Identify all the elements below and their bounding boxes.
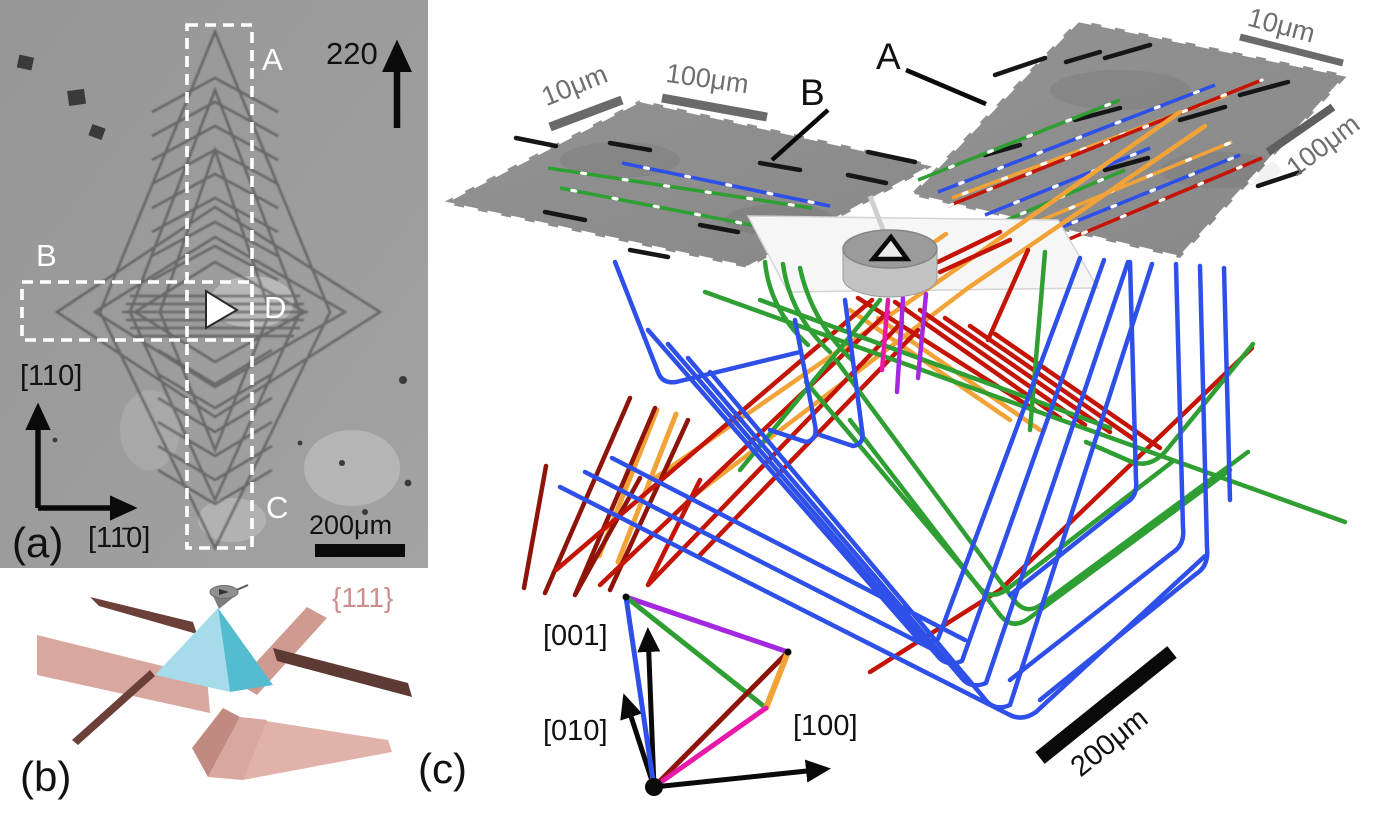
- scalebar-a: [315, 544, 405, 557]
- axes-origin-dot: [645, 778, 663, 796]
- debris-specks: [16, 54, 412, 515]
- roi-label-a: A: [262, 42, 283, 77]
- roi-box-horizontal: [20, 280, 254, 342]
- micrograph-highlights: [120, 276, 400, 542]
- axis-001-label: [001]: [543, 620, 608, 652]
- indenter-tip-mark: [868, 233, 912, 262]
- indenter-b: [209, 584, 249, 609]
- axis-010-label: [010]: [543, 715, 608, 747]
- cone-face-left: [155, 608, 230, 692]
- burgers-tetrahedron: [623, 594, 791, 790]
- roi-label-b: B: [36, 238, 57, 273]
- scalebar-right-100um: [1265, 103, 1336, 156]
- reflection-220-label: 220: [326, 36, 378, 71]
- panel-b-letter: (b): [20, 753, 72, 800]
- slip-planes: [37, 597, 412, 780]
- indenter-c: [842, 229, 938, 298]
- dislocation-lines: [521, 109, 1348, 720]
- axes-001-010-100: [620, 627, 831, 790]
- slip-plane-west: [37, 635, 210, 713]
- pointer-line-b: [770, 108, 830, 162]
- panel-a-letter: (a): [12, 519, 64, 566]
- axis-100-label: [100]: [793, 710, 858, 742]
- panel-c-letter: (c): [418, 745, 467, 792]
- plane-b-streaks: [513, 135, 889, 260]
- slip-plane-se: [240, 717, 392, 780]
- axes-110: [25, 402, 138, 521]
- tetra-vertex-top: [622, 593, 630, 601]
- plane-a-label: A: [876, 36, 901, 77]
- scalebar-a-label: 200μm: [309, 510, 393, 540]
- roi-label-c: C: [266, 490, 289, 525]
- plane-a-streaks: [865, 42, 1303, 189]
- panel-a-micrograph: [0, 0, 428, 568]
- plane-b-label: B: [800, 72, 825, 113]
- scalebar-3d: [1035, 646, 1177, 764]
- axis-110-label: [110]: [20, 360, 83, 392]
- slip-plane-front-left: [192, 708, 240, 777]
- scalebar-left-100um: [661, 93, 768, 122]
- pointer-line-a: [905, 67, 987, 107]
- tetra-vertex-right: [784, 648, 792, 656]
- indent-position-triangle: [205, 289, 239, 330]
- plane-family-111-label: {111}: [332, 582, 394, 613]
- crack-blade-nw: [90, 597, 197, 634]
- scalebar-left-10um: [548, 95, 624, 132]
- scalebar-right-10um: [1239, 33, 1344, 67]
- cone-face-right: [218, 608, 273, 692]
- roi-label-d: D: [264, 290, 287, 325]
- axis-1m10-label: [11̄0]: [88, 522, 151, 554]
- panel-c-3d: [435, 17, 1353, 796]
- crack-blade-e: [273, 648, 412, 697]
- section-plane-a: [865, 17, 1353, 261]
- panel-b-schematic: [37, 584, 412, 780]
- indenter-shaft: [867, 195, 887, 233]
- crack-blade-sw: [72, 670, 155, 745]
- slip-plane-front-right: [208, 717, 267, 780]
